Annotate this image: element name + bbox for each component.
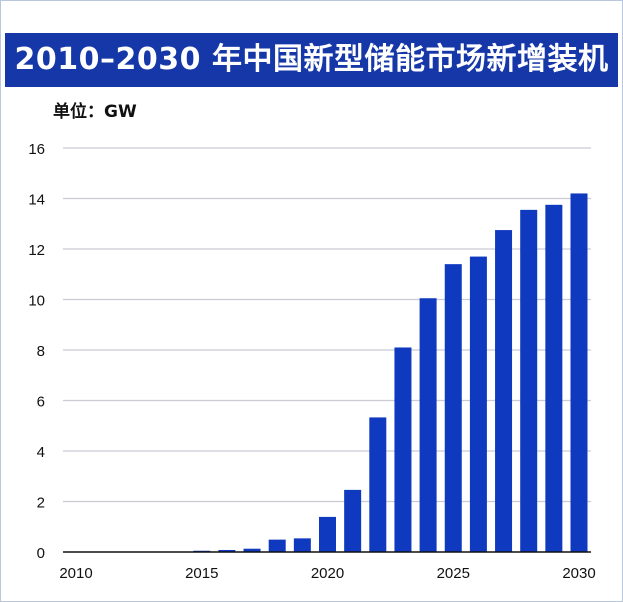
bar-2027 xyxy=(495,230,513,552)
bar-2019 xyxy=(293,538,311,552)
y-tick-label: 10 xyxy=(28,293,45,310)
bar-2017 xyxy=(243,548,261,552)
y-tick-label: 14 xyxy=(28,192,45,209)
y-tick-label: 2 xyxy=(37,495,45,512)
bar-2022 xyxy=(369,417,387,552)
bar-2024 xyxy=(419,298,437,552)
y-tick-label: 0 xyxy=(37,545,45,562)
bar-2029 xyxy=(545,204,563,552)
bar-2030 xyxy=(570,193,588,552)
y-tick-label: 16 xyxy=(28,141,45,158)
unit-label: 单位：GW xyxy=(53,102,137,122)
y-tick-label: 12 xyxy=(28,242,45,259)
bar-2016 xyxy=(218,549,236,552)
x-tick-label: 2020 xyxy=(311,565,344,582)
y-tick-label: 4 xyxy=(37,444,45,461)
bar-2028 xyxy=(520,209,538,553)
bar-2026 xyxy=(469,256,487,552)
x-tick-label: 2025 xyxy=(437,565,470,582)
bar-2023 xyxy=(394,347,412,552)
x-tick-label: 2015 xyxy=(185,565,218,582)
bar-2018 xyxy=(268,539,286,552)
x-tick-label: 2010 xyxy=(59,565,92,582)
bar-2020 xyxy=(319,516,336,552)
bar-2021 xyxy=(344,489,362,552)
y-tick-label: 8 xyxy=(37,343,45,360)
y-tick-label: 6 xyxy=(37,394,45,411)
chart-title: 2010–2030 年中国新型储能市场新增装机量 xyxy=(5,33,618,131)
x-tick-label: 2030 xyxy=(562,565,595,582)
bar-2025 xyxy=(444,264,462,552)
